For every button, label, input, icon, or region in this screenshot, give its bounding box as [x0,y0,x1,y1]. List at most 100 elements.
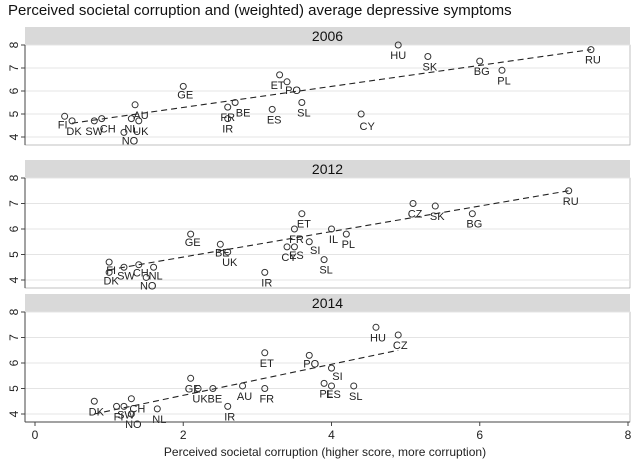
point-label-SL: SL [349,391,362,403]
point-label-CZ: CZ [408,209,423,221]
x-axis: 0 2 4 6 8 [25,421,632,442]
point-SI [305,238,313,246]
point-UK [194,385,202,392]
fit-line [94,349,399,415]
panel-frame [24,311,631,423]
point-label-CH: CH [133,268,149,280]
point-label-ET: ET [260,358,274,370]
point-label-GE: GE [185,237,201,249]
point-label-SL: SL [297,108,310,120]
point-ET [261,349,269,357]
point-UK [135,117,143,125]
point-label-FR: FR [289,234,304,246]
point-label-FR: FR [259,394,274,406]
point-label-NO: NO [122,135,139,147]
point-label-DK: DK [66,126,82,138]
fit-line [71,49,592,124]
y-tick-label: 4 [7,133,21,140]
point-BE [216,240,224,248]
point-label-PO: PO [303,358,319,370]
point-label-PL: PL [497,75,510,87]
point-label-PL: PL [319,388,332,400]
point-DK [90,397,98,405]
point-NL [127,115,135,123]
point-SL [320,256,328,264]
y-tick-label: 6 [7,359,21,366]
point-label-ES: ES [289,250,304,262]
point-GE [179,82,187,90]
point-label-SW: SW [117,270,135,282]
point-SI [328,364,335,372]
point-label-RU: RU [585,55,601,67]
point-label-AU: AU [237,391,252,403]
point-label-SK: SK [423,62,438,74]
panel-strip-label: 2014 [312,295,343,311]
point-UK [224,248,232,256]
point-label-GE: GE [177,89,193,101]
panel-strip-label: 2012 [312,161,343,177]
point-label-PO: PO [285,85,301,97]
point-CH [135,261,143,269]
point-PO [305,351,313,359]
point-label-SI: SI [332,371,342,383]
point-label-IR: IR [222,124,233,136]
point-label-HU: HU [390,50,406,62]
point-label-UK: UK [133,126,149,138]
panel-strip [25,27,630,45]
y-tick-label: 4 [7,276,21,283]
y-tick-label: 7 [7,64,21,71]
fit-line [109,190,569,271]
point-label-SK: SK [430,211,445,223]
point-NO [127,410,135,418]
point-label-SW: SW [85,126,103,138]
point-ET [276,71,284,79]
point-label-CZ: CZ [393,340,408,352]
point-CY [283,243,291,251]
point-HU [394,41,402,49]
x-tick-label: 6 [476,428,483,442]
point-label-IR: IR [224,411,235,423]
point-label-ES: ES [267,114,282,126]
point-PL [498,66,506,74]
point-DK [68,117,76,125]
point-PO [283,78,291,86]
point-PL [320,379,328,387]
point-label-DK: DK [103,275,119,287]
point-FI [61,112,69,120]
point-IR [224,115,232,123]
point-PL [342,230,350,238]
point-HU [372,323,380,331]
point-label-BG: BG [474,66,490,78]
point-IR [261,268,269,276]
point-label-BE: BE [215,247,230,259]
point-label-IL: IL [329,234,338,246]
point-label-ET: ET [297,219,311,231]
point-label-BE: BE [208,394,223,406]
point-label-BE: BE [236,108,251,120]
y-tick-label: 8 [7,308,21,315]
point-SW [90,117,98,125]
y-tick-label: 4 [7,410,21,417]
point-SW [120,402,128,410]
x-tick-label: 0 [32,428,39,442]
point-FI [113,402,121,410]
point-label-HU: HU [370,332,386,344]
point-AU [131,101,139,109]
point-AU [239,382,247,390]
chart-title: Perceived societal corruption and (weigh… [8,2,512,19]
y-tick-label: 5 [7,251,21,258]
point-IL [328,225,335,233]
panel-strip [25,160,630,178]
point-SW [120,263,128,271]
panel-frame [24,44,631,146]
point-label-FI: FI [58,119,68,131]
x-tick-label: 4 [328,428,335,442]
point-label-CH: CH [100,124,116,136]
x-axis-title: Perceived societal corruption (higher sc… [164,445,486,459]
point-label-NO: NO [125,419,142,431]
y-tick-label: 8 [7,174,21,181]
point-NO [120,128,128,136]
point-label-CY: CY [360,121,376,133]
point-label-RU: RU [563,196,579,208]
